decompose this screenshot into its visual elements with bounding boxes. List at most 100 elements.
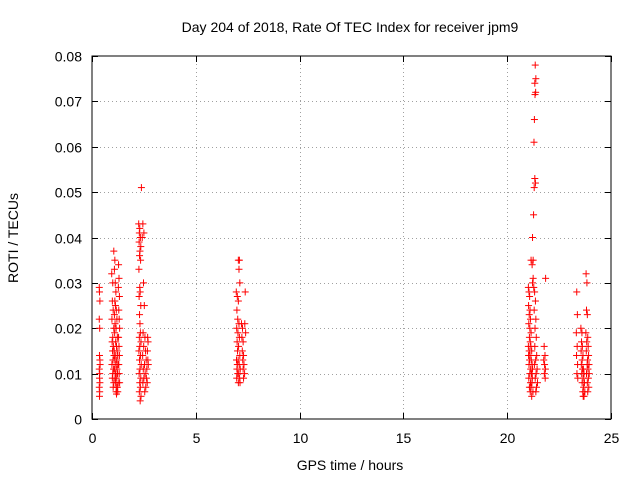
data-point [233, 365, 241, 373]
x-tick-label: 20 [500, 430, 516, 446]
data-point [579, 392, 587, 400]
data-point [140, 302, 148, 310]
data-point [528, 261, 536, 269]
data-point [573, 351, 581, 359]
data-point [115, 370, 123, 378]
data-point [238, 333, 246, 341]
data-point [242, 329, 250, 337]
data-point [135, 238, 143, 246]
data-point [135, 265, 143, 273]
data-point [111, 320, 119, 328]
data-point [241, 288, 249, 296]
data-point [583, 338, 591, 346]
data-point [584, 342, 592, 350]
data-point [136, 252, 144, 260]
data-point [532, 370, 540, 378]
data-point [530, 184, 538, 192]
data-point [532, 383, 540, 391]
data-point [136, 311, 144, 319]
data-point [240, 361, 248, 369]
data-point [235, 265, 243, 273]
data-point [115, 261, 123, 269]
data-point [110, 265, 118, 273]
data-point [140, 229, 148, 237]
data-point [534, 379, 542, 387]
data-point [139, 351, 147, 359]
y-tick-label: 0.08 [55, 49, 82, 65]
data-point [95, 392, 103, 400]
data-point [115, 292, 123, 300]
data-point [525, 333, 533, 341]
data-point [115, 306, 123, 314]
data-point [532, 75, 540, 83]
data-point [137, 243, 145, 251]
data-point [96, 361, 104, 369]
data-point [530, 361, 538, 369]
data-point [582, 329, 590, 337]
x-tick-label: 0 [89, 430, 97, 446]
data-point [531, 179, 539, 187]
y-tick-label: 0.02 [55, 321, 82, 337]
data-point [583, 306, 591, 314]
data-point [583, 279, 591, 287]
data-point [531, 91, 539, 99]
x-tick-label: 5 [193, 430, 201, 446]
data-point [585, 361, 593, 369]
data-point [533, 351, 541, 359]
data-point [530, 283, 538, 291]
data-point [234, 297, 242, 305]
data-point [139, 329, 147, 337]
data-point [232, 288, 240, 296]
y-tick-label: 0.06 [55, 140, 82, 156]
data-point [541, 361, 549, 369]
data-point [235, 256, 243, 264]
data-point [584, 388, 592, 396]
data-point [111, 279, 119, 287]
y-tick-label: 0 [74, 412, 82, 428]
data-point [584, 365, 592, 373]
data-point [525, 351, 533, 359]
data-point [233, 374, 241, 382]
data-point [236, 279, 244, 287]
data-point [530, 306, 538, 314]
data-point [240, 374, 248, 382]
data-point [113, 365, 121, 373]
data-point [96, 379, 104, 387]
data-point [108, 270, 116, 278]
data-point [540, 342, 548, 350]
data-point [143, 347, 151, 355]
data-point [115, 342, 123, 350]
data-point [115, 315, 123, 323]
data-point [135, 370, 143, 378]
data-point [585, 351, 593, 359]
data-point [238, 347, 246, 355]
data-point [143, 365, 151, 373]
data-point [113, 356, 121, 364]
data-point [142, 383, 150, 391]
data-point [136, 397, 144, 405]
data-point [137, 338, 145, 346]
data-points [95, 61, 593, 405]
data-point [582, 270, 590, 278]
data-point [113, 347, 121, 355]
x-tick-label: 25 [604, 430, 620, 446]
data-point [532, 333, 540, 341]
data-point [111, 256, 119, 264]
data-point [582, 347, 590, 355]
data-point [114, 283, 122, 291]
data-point [584, 374, 592, 382]
data-point [233, 292, 241, 300]
data-point [239, 356, 247, 364]
data-point [541, 374, 549, 382]
y-tick-label: 0.07 [55, 94, 82, 110]
data-point [236, 379, 244, 387]
data-point [532, 388, 540, 396]
data-point [136, 356, 144, 364]
data-point [531, 324, 539, 332]
data-point [531, 175, 539, 183]
data-point [529, 274, 537, 282]
data-point [577, 324, 585, 332]
data-point [532, 356, 540, 364]
data-point [136, 320, 144, 328]
